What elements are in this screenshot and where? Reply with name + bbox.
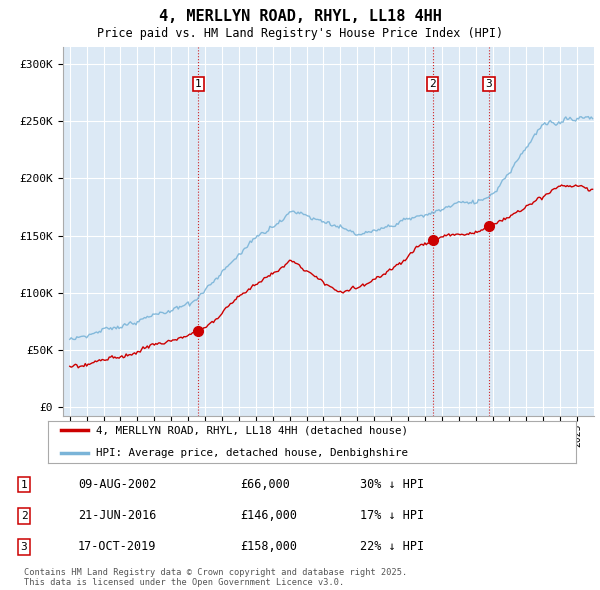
Text: 4, MERLLYN ROAD, RHYL, LL18 4HH: 4, MERLLYN ROAD, RHYL, LL18 4HH bbox=[158, 9, 442, 24]
Text: 3: 3 bbox=[485, 78, 493, 88]
Text: 21-JUN-2016: 21-JUN-2016 bbox=[78, 509, 157, 522]
Text: 1: 1 bbox=[20, 480, 28, 490]
Text: HPI: Average price, detached house, Denbighshire: HPI: Average price, detached house, Denb… bbox=[95, 448, 407, 457]
Text: 30% ↓ HPI: 30% ↓ HPI bbox=[360, 478, 424, 491]
Text: 09-AUG-2002: 09-AUG-2002 bbox=[78, 478, 157, 491]
Text: Price paid vs. HM Land Registry's House Price Index (HPI): Price paid vs. HM Land Registry's House … bbox=[97, 27, 503, 40]
Text: 4, MERLLYN ROAD, RHYL, LL18 4HH (detached house): 4, MERLLYN ROAD, RHYL, LL18 4HH (detache… bbox=[95, 425, 407, 435]
Text: 2: 2 bbox=[20, 511, 28, 521]
Text: Contains HM Land Registry data © Crown copyright and database right 2025.
This d: Contains HM Land Registry data © Crown c… bbox=[24, 568, 407, 587]
Text: £158,000: £158,000 bbox=[240, 540, 297, 553]
Text: £66,000: £66,000 bbox=[240, 478, 290, 491]
Text: 1: 1 bbox=[195, 78, 202, 88]
Text: 17% ↓ HPI: 17% ↓ HPI bbox=[360, 509, 424, 522]
Text: 22% ↓ HPI: 22% ↓ HPI bbox=[360, 540, 424, 553]
Text: 17-OCT-2019: 17-OCT-2019 bbox=[78, 540, 157, 553]
Text: 2: 2 bbox=[430, 78, 436, 88]
Text: 3: 3 bbox=[20, 542, 28, 552]
Text: £146,000: £146,000 bbox=[240, 509, 297, 522]
